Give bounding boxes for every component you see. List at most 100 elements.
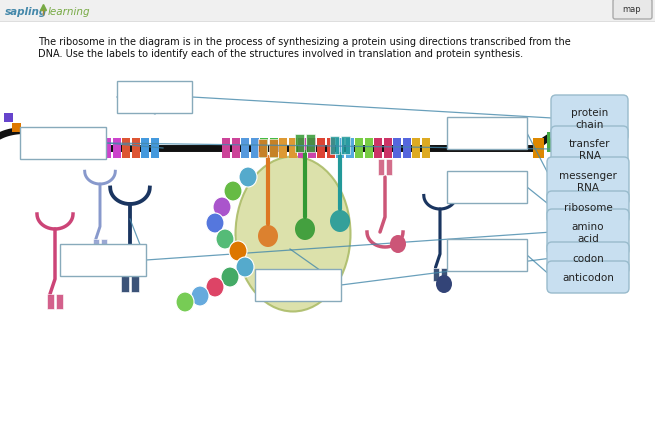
Bar [56, 149, 64, 159]
FancyBboxPatch shape [551, 96, 628, 141]
Bar [403, 149, 411, 159]
Ellipse shape [239, 168, 257, 187]
Bar [113, 139, 121, 149]
Bar [12, 124, 21, 133]
Bar [131, 276, 139, 292]
Bar [298, 149, 306, 159]
Bar [269, 149, 278, 159]
Bar [441, 268, 447, 281]
Bar [46, 139, 54, 149]
Bar [336, 139, 344, 149]
Bar [364, 149, 373, 159]
Bar [317, 149, 325, 159]
Text: codon: codon [572, 253, 604, 264]
Ellipse shape [224, 181, 242, 202]
Bar [326, 149, 335, 159]
Bar [132, 139, 140, 149]
Bar [56, 139, 64, 149]
Bar [326, 139, 335, 149]
Bar [20, 134, 29, 143]
Bar [4, 114, 13, 123]
Bar [103, 149, 111, 159]
Bar [241, 149, 249, 159]
Text: amino
acid: amino acid [572, 222, 605, 243]
Bar [364, 139, 373, 149]
Bar [260, 139, 268, 149]
Bar [65, 139, 73, 149]
FancyBboxPatch shape [447, 118, 527, 150]
Bar [422, 139, 430, 149]
Bar [412, 149, 420, 159]
FancyBboxPatch shape [117, 82, 192, 114]
Bar [122, 149, 130, 159]
Ellipse shape [216, 230, 234, 249]
Bar [547, 143, 558, 153]
Bar [386, 160, 392, 175]
Bar [306, 135, 315, 153]
Bar [575, 131, 586, 141]
FancyBboxPatch shape [447, 240, 527, 271]
Bar [433, 268, 439, 281]
Ellipse shape [229, 241, 247, 261]
FancyBboxPatch shape [547, 243, 629, 274]
Bar [75, 149, 83, 159]
Bar [374, 149, 382, 159]
Bar [533, 149, 544, 159]
Bar [561, 137, 572, 147]
Ellipse shape [176, 292, 194, 312]
Bar [374, 139, 382, 149]
Ellipse shape [206, 214, 224, 233]
FancyBboxPatch shape [547, 191, 629, 224]
Bar [295, 135, 304, 153]
Bar [383, 139, 392, 149]
Bar [94, 139, 102, 149]
Bar [27, 139, 35, 149]
Bar [37, 149, 45, 159]
FancyBboxPatch shape [255, 269, 341, 301]
Bar [84, 139, 92, 149]
Bar [84, 149, 92, 159]
Bar [122, 139, 130, 149]
Bar [151, 149, 159, 159]
Bar [101, 240, 107, 252]
FancyBboxPatch shape [447, 172, 527, 203]
Bar [231, 139, 240, 149]
Bar [288, 149, 297, 159]
FancyBboxPatch shape [547, 209, 629, 255]
Bar [93, 240, 99, 252]
Text: learning: learning [48, 7, 90, 17]
Bar [298, 139, 306, 149]
Ellipse shape [213, 197, 231, 218]
Text: sapling: sapling [5, 7, 47, 17]
Bar [288, 139, 297, 149]
FancyBboxPatch shape [613, 0, 652, 20]
Text: messenger
RNA: messenger RNA [559, 171, 617, 192]
Ellipse shape [221, 267, 239, 287]
Ellipse shape [390, 236, 406, 253]
FancyBboxPatch shape [60, 244, 146, 276]
FancyBboxPatch shape [547, 158, 629, 206]
Bar [0, 0, 655, 22]
Bar [222, 149, 230, 159]
Bar [341, 137, 350, 155]
Bar [258, 140, 267, 158]
Bar [37, 139, 45, 149]
Ellipse shape [206, 277, 224, 297]
Bar [412, 139, 420, 149]
Bar [355, 139, 363, 149]
Bar [56, 294, 63, 309]
Bar [317, 139, 325, 149]
Bar [47, 294, 54, 309]
Bar [422, 149, 430, 159]
Bar [241, 139, 249, 149]
Bar [533, 139, 544, 149]
Ellipse shape [258, 225, 278, 247]
Ellipse shape [236, 258, 254, 277]
Bar [403, 139, 411, 149]
Bar [279, 149, 287, 159]
Bar [27, 149, 35, 159]
Bar [307, 149, 316, 159]
Bar [383, 149, 392, 159]
Bar [250, 149, 259, 159]
Bar [260, 149, 268, 159]
